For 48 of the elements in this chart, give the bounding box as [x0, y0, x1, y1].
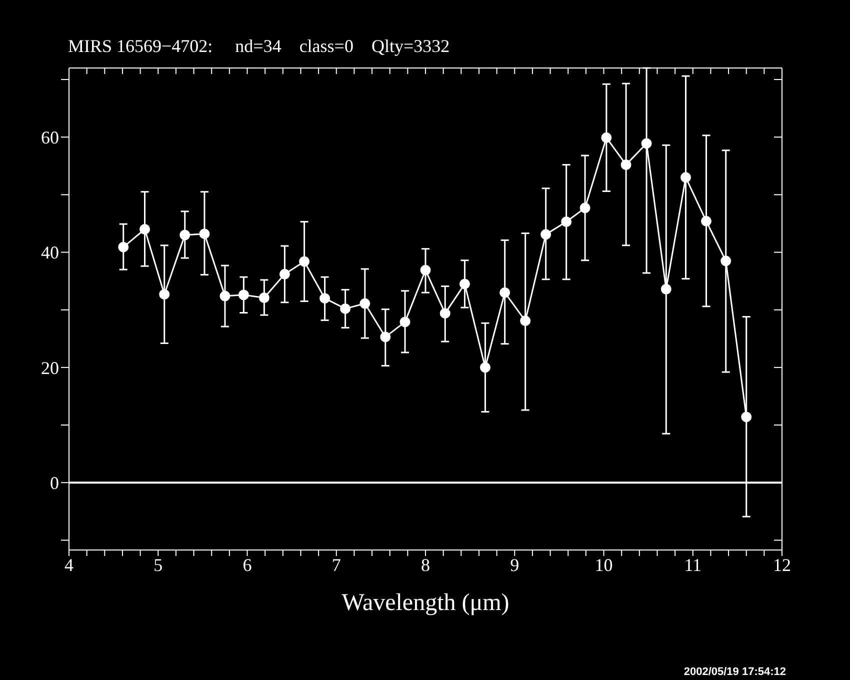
x-tick-label: 12	[773, 554, 791, 575]
point	[459, 278, 470, 290]
point	[540, 229, 552, 240]
x-tick-label: 8	[421, 554, 430, 575]
point	[520, 316, 531, 326]
point	[258, 292, 270, 304]
point	[561, 216, 572, 228]
point	[140, 224, 150, 234]
text: 2002/05/19 17:54:12	[684, 666, 786, 678]
x-tick-label: 9	[510, 554, 520, 575]
y-tick-label: 60	[41, 127, 59, 148]
point	[680, 172, 691, 183]
x-tick-label: 10	[594, 554, 613, 575]
point	[480, 362, 490, 373]
point	[660, 284, 672, 294]
y-tick-label: 20	[41, 358, 59, 378]
point	[400, 316, 410, 328]
point	[199, 228, 210, 240]
point	[420, 264, 431, 276]
point	[700, 216, 712, 226]
point	[720, 256, 732, 266]
x-tick-label: 6	[242, 554, 252, 575]
point	[741, 412, 752, 422]
point	[220, 290, 230, 302]
point	[180, 230, 190, 240]
y-tick-label: 40	[41, 242, 59, 263]
point	[360, 298, 370, 309]
point	[580, 202, 590, 214]
x-tick-label: 5	[154, 554, 163, 575]
point	[299, 256, 310, 267]
x-tick-label: 11	[684, 554, 702, 575]
x-tick-label: 7	[332, 554, 341, 575]
point	[440, 308, 450, 319]
point	[380, 332, 391, 342]
point	[340, 303, 351, 314]
point	[601, 132, 612, 143]
x-tick-label: 4	[64, 554, 74, 575]
point	[118, 242, 129, 252]
point	[279, 268, 290, 280]
x-axis-title: Wavelength (μm)	[342, 590, 510, 616]
point	[620, 159, 632, 170]
chart-title: MIRS 16569−4702: nd=34 class=0 Qlty=3332	[68, 36, 450, 57]
point	[238, 290, 249, 300]
y-tick-label: 0	[50, 473, 59, 494]
point	[500, 287, 510, 298]
point	[641, 138, 652, 149]
point	[159, 289, 170, 300]
point	[320, 293, 330, 304]
